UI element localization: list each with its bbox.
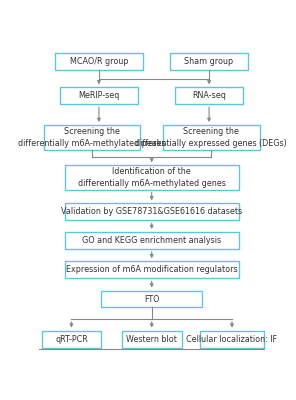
Text: Expression of m6A modification regulators: Expression of m6A modification regulator…	[66, 265, 237, 274]
Text: FTO: FTO	[144, 294, 160, 304]
Text: Screening the
differentially expressed genes (DEGs): Screening the differentially expressed g…	[136, 126, 287, 148]
Text: Validation by GSE78731&GSE61616 datasets: Validation by GSE78731&GSE61616 datasets	[61, 207, 242, 216]
FancyBboxPatch shape	[200, 330, 264, 348]
Text: Western blot: Western blot	[126, 334, 177, 344]
FancyBboxPatch shape	[175, 87, 244, 104]
FancyBboxPatch shape	[41, 330, 101, 348]
Text: Sham group: Sham group	[184, 57, 234, 66]
FancyBboxPatch shape	[65, 203, 239, 220]
Text: RNA-seq: RNA-seq	[192, 91, 226, 100]
FancyBboxPatch shape	[122, 330, 181, 348]
FancyBboxPatch shape	[60, 87, 138, 104]
Text: Screening the
differentially m6A-methylated peaks: Screening the differentially m6A-methyla…	[18, 126, 166, 148]
Text: Cellular localization: IF: Cellular localization: IF	[186, 334, 277, 344]
FancyBboxPatch shape	[65, 165, 239, 190]
Text: Identification of the
differentially m6A-methylated genes: Identification of the differentially m6A…	[78, 167, 226, 188]
FancyBboxPatch shape	[55, 53, 143, 70]
Text: qRT-PCR: qRT-PCR	[55, 334, 88, 344]
FancyBboxPatch shape	[65, 261, 239, 278]
Text: MeRIP-seq: MeRIP-seq	[78, 91, 120, 100]
FancyBboxPatch shape	[163, 125, 260, 150]
FancyBboxPatch shape	[170, 53, 248, 70]
FancyBboxPatch shape	[44, 125, 140, 150]
FancyBboxPatch shape	[101, 290, 202, 308]
Text: GO and KEGG enrichment analysis: GO and KEGG enrichment analysis	[82, 236, 221, 245]
FancyBboxPatch shape	[65, 232, 239, 249]
Text: MCAO/R group: MCAO/R group	[70, 57, 128, 66]
